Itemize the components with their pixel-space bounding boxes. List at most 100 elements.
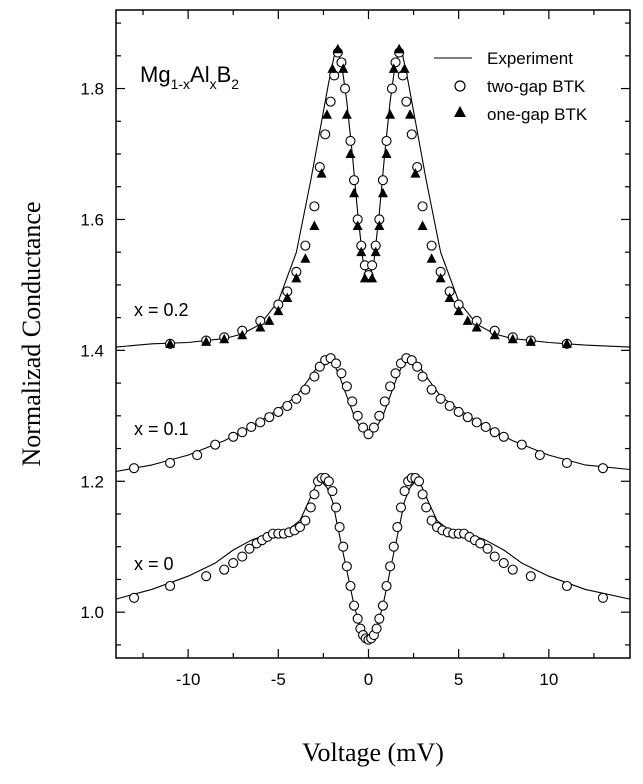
one-gap-point-x-0-2 <box>426 253 437 263</box>
two-gap-point-x-0 <box>475 538 486 549</box>
two-gap-point-x-0-1 <box>480 421 491 432</box>
y-axis-title: Normalizad Conductance <box>17 202 46 467</box>
two-gap-point-x-0-1 <box>165 457 176 468</box>
x-tick-label: -10 <box>176 670 201 689</box>
formula-sub-x: x <box>210 76 217 92</box>
one-gap-point-x-0-2 <box>399 63 410 73</box>
one-gap-point-x-0-2 <box>385 109 396 119</box>
two-gap-point-x-0 <box>228 558 239 569</box>
one-gap-point-x-0-2 <box>374 220 385 230</box>
one-gap-point-x-0-2 <box>264 315 275 325</box>
y-tick-label: 1.8 <box>80 80 104 99</box>
x-axis-title: Voltage (mV) <box>302 738 444 767</box>
one-gap-point-x-0-2 <box>273 305 284 316</box>
two-gap-point-x-0-1 <box>516 439 527 450</box>
two-gap-point-x-0-1 <box>282 400 293 412</box>
formula-sub-2: 2 <box>231 76 239 92</box>
experiment-line-x-0-2 <box>115 51 631 348</box>
one-gap-point-x-0-2 <box>410 168 421 178</box>
one-gap-point-x-0-2 <box>309 220 320 230</box>
two-gap-point-x-0-1 <box>291 393 302 404</box>
one-gap-point-x-0-2 <box>352 220 363 230</box>
formula-label: Mg1-xAlxB2 <box>140 62 239 92</box>
two-gap-point-x-0-1 <box>228 431 239 442</box>
legend-label-experiment: Experiment <box>487 49 573 68</box>
one-gap-point-x-0-2 <box>165 338 176 348</box>
two-gap-point-x-0 <box>507 564 518 575</box>
one-gap-point-x-0-2 <box>404 109 415 119</box>
two-gap-point-x-0-2 <box>386 83 397 94</box>
two-gap-point-x-0 <box>128 592 140 603</box>
one-gap-point-x-0-2 <box>525 336 536 346</box>
two-gap-point-x-0-2 <box>336 57 347 68</box>
two-gap-point-x-0-1 <box>128 463 140 474</box>
two-gap-point-x-0-1 <box>471 417 482 428</box>
one-gap-point-x-0-2 <box>322 109 333 119</box>
one-gap-point-x-0-2 <box>394 43 405 54</box>
two-gap-point-x-0-1 <box>352 410 363 421</box>
one-gap-point-x-0-2 <box>435 272 446 283</box>
two-gap-point-x-0-1 <box>341 381 352 392</box>
two-gap-point-x-0-2 <box>309 201 320 212</box>
two-gap-point-x-0 <box>381 580 392 592</box>
series-label-x0: x = 0 <box>134 554 174 574</box>
two-gap-point-x-0-1 <box>426 384 437 395</box>
two-gap-point-x-0-2 <box>300 240 311 251</box>
two-gap-point-x-0-1 <box>489 427 500 438</box>
two-gap-point-x-0-1 <box>314 361 325 372</box>
two-gap-point-x-0 <box>421 502 432 513</box>
two-gap-point-x-0-1 <box>309 371 320 382</box>
two-gap-point-x-0 <box>341 561 352 572</box>
y-tick-label: 1.4 <box>80 341 104 360</box>
two-gap-point-x-0-1 <box>368 422 379 433</box>
one-gap-point-x-0-2 <box>367 272 378 283</box>
two-gap-point-x-0 <box>525 571 536 582</box>
two-gap-point-x-0-1 <box>358 422 369 433</box>
legend-circle-marker <box>454 80 466 92</box>
one-gap-point-x-0-2 <box>327 63 338 73</box>
x-tick-label: 0 <box>364 670 373 689</box>
one-gap-point-x-0-2 <box>417 220 428 230</box>
one-gap-point-x-0-2 <box>345 148 356 158</box>
experiment-line-x-0 <box>115 480 631 641</box>
formula-b: B <box>217 62 232 87</box>
two-gap-point-x-0-2 <box>390 57 401 68</box>
x-tick-label: -5 <box>271 670 286 689</box>
y-tick-label: 1.0 <box>80 603 104 622</box>
two-gap-point-x-0-1 <box>246 421 257 432</box>
two-gap-point-x-0 <box>392 522 403 533</box>
two-gap-point-x-0 <box>237 551 248 562</box>
two-gap-point-x-0 <box>349 600 360 611</box>
two-gap-point-x-0-1 <box>379 396 390 407</box>
two-gap-point-x-0-2 <box>345 135 356 146</box>
one-gap-point-x-0-2 <box>341 109 352 119</box>
two-gap-point-x-0-1 <box>192 450 203 461</box>
series-label-x01: x = 0.1 <box>134 419 189 439</box>
two-gap-point-x-0-2 <box>401 96 412 107</box>
formula-sub-1: 1-x <box>171 76 190 92</box>
two-gap-point-x-0 <box>498 558 509 569</box>
two-gap-point-x-0 <box>395 502 407 513</box>
two-gap-point-x-0-2 <box>412 162 423 173</box>
two-gap-point-x-0-1 <box>406 355 417 366</box>
one-gap-point-x-0-2 <box>332 43 343 54</box>
two-gap-point-x-0 <box>165 580 176 592</box>
formula-mg: Mg <box>140 62 171 87</box>
y-tick-label: 1.2 <box>80 472 104 491</box>
two-gap-point-x-0 <box>399 486 410 497</box>
two-gap-point-x-0 <box>294 522 306 533</box>
plot-frame <box>115 9 631 659</box>
two-gap-point-x-0-1 <box>498 431 509 442</box>
legend: Experiment two-gap BTK one-gap BTK <box>434 49 588 124</box>
two-gap-point-x-0 <box>413 476 425 487</box>
one-gap-point-x-0-2 <box>282 292 293 302</box>
two-gap-point-x-0-1 <box>210 439 221 450</box>
tick-group: -10 -5 0 5 10 1.0 1.2 1.4 1.6 1.8 <box>80 10 630 689</box>
two-gap-point-x-0 <box>561 580 572 592</box>
two-gap-point-x-0 <box>327 486 338 497</box>
one-gap-point-x-0-2 <box>462 315 473 325</box>
two-gap-point-x-0 <box>385 561 396 572</box>
two-gap-point-x-0-2 <box>339 83 351 94</box>
